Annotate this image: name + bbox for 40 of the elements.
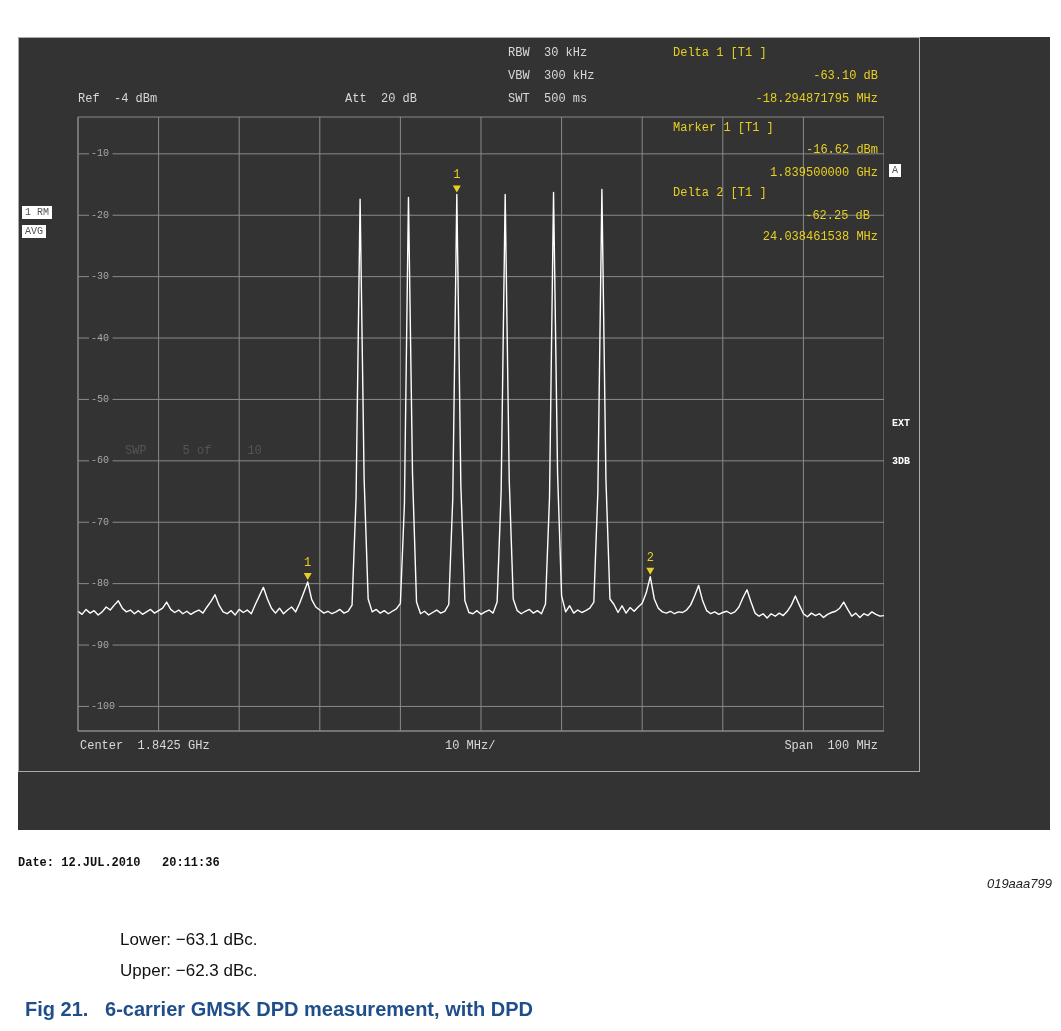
text: -63.10 dB [813, 69, 878, 83]
text: Ref -4 dBm [78, 92, 158, 106]
text: SWT 500 ms [508, 92, 588, 106]
text: Att 20 dB [345, 92, 418, 106]
text: AVG [22, 225, 47, 238]
y-tick-label: -50 [91, 394, 110, 406]
y-tick-label: -70 [91, 516, 110, 528]
text: A [889, 164, 902, 177]
text: -18.294871795 MHz [755, 92, 878, 106]
annotation: Marker 1 [T1 ] [673, 121, 774, 135]
y-tick-label: -30 [91, 271, 110, 283]
annotation: 2 [646, 550, 654, 565]
y-tick-label: -20 [91, 209, 110, 221]
y-tick-label: -40 [91, 332, 110, 344]
annotation: -16.62 dBm [805, 143, 878, 157]
annotation: Delta 2 [T1 ] [673, 186, 767, 200]
annotation: 1 [453, 168, 461, 183]
text: 3DB [892, 456, 911, 467]
text: Delta 1 [T1 ] [673, 46, 767, 60]
annotation: -62.25 dB [805, 209, 870, 223]
text: Lower: −63.1 dBc. [120, 930, 258, 950]
text: 019aaa799 [986, 876, 1052, 891]
text: Span 100 MHz [784, 739, 878, 753]
text: RBW 30 kHz [508, 46, 588, 60]
text: Center 1.8425 GHz [80, 739, 210, 753]
y-tick-label: -90 [91, 639, 110, 651]
y-tick-label: -80 [91, 578, 110, 590]
text: EXT [892, 418, 911, 429]
y-tick-label: -100 [91, 701, 116, 713]
annotation: 24.038461538 MHz [762, 230, 878, 244]
text: Upper: −62.3 dBc. [120, 961, 258, 981]
y-tick-label: -10 [91, 148, 110, 160]
text: 10 MHz/ [445, 739, 496, 753]
text: VBW 300 kHz [508, 69, 595, 83]
text: Date: 12.JUL.2010 20:11:36 [18, 856, 220, 870]
y-tick-label: -60 [91, 455, 110, 467]
text: 1 RM [22, 206, 53, 219]
text: Fig 21. 6-carrier GMSK DPD measurement, with DPD [25, 998, 533, 1021]
annotation: 1 [304, 555, 312, 570]
annotation: 1.839500000 GHz [769, 166, 878, 180]
